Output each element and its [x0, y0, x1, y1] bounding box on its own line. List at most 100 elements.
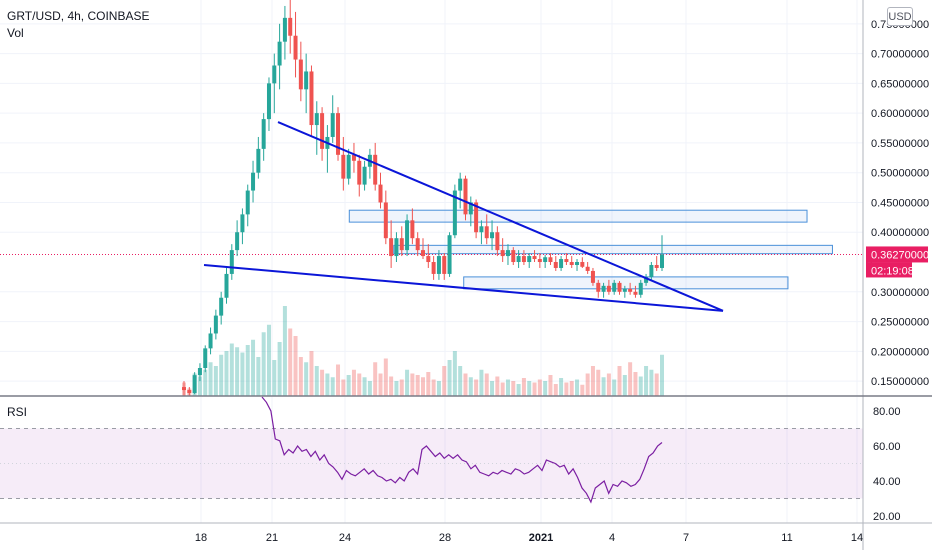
- candle-body: [373, 154, 378, 185]
- volume-bar: [612, 379, 617, 396]
- volume-bar: [474, 379, 479, 396]
- time-tick-label: 7: [683, 532, 689, 544]
- volume-bar: [548, 375, 553, 396]
- volume-bar: [389, 376, 394, 396]
- volume-bar: [346, 375, 351, 396]
- currency-button[interactable]: USD: [887, 7, 913, 26]
- rsi-series-line: [261, 396, 663, 504]
- trendlines[interactable]: [203, 121, 724, 312]
- price-tick-label: 0.15000000: [871, 376, 929, 388]
- candle-body: [590, 270, 595, 283]
- support-zone: [463, 276, 789, 290]
- volume-bar: [240, 352, 245, 396]
- candle-body: [585, 266, 590, 271]
- volume-bar: [606, 373, 611, 396]
- candle-body: [383, 202, 388, 239]
- volume-bar: [442, 366, 447, 396]
- candle-body: [644, 276, 649, 283]
- volume-bar: [251, 339, 256, 396]
- price-tick-label: 0.65000000: [871, 78, 929, 90]
- candle-body: [235, 232, 240, 251]
- candle-body: [553, 262, 558, 268]
- candle-body: [468, 202, 473, 215]
- candle-body: [516, 256, 521, 263]
- axis-labels: 0.750000000.700000000.650000000.60000000…: [195, 19, 929, 544]
- volume-bar: [309, 351, 314, 396]
- candle-body: [330, 113, 335, 137]
- volume-bar: [399, 379, 404, 396]
- volume-bar: [325, 373, 330, 396]
- candle-body: [442, 256, 447, 274]
- upper-trendline: [277, 121, 724, 312]
- candle-body: [389, 238, 394, 257]
- candle-body: [288, 17, 293, 36]
- volume-bar: [649, 369, 654, 396]
- volume-bar: [654, 373, 659, 396]
- volume-bar: [213, 366, 218, 396]
- countdown-tag: [866, 262, 912, 278]
- symbol-title[interactable]: GRT/USD, 4h, COINBASE: [7, 9, 150, 23]
- rsi-tick-label: 40.00: [873, 476, 901, 488]
- candle-body: [436, 256, 441, 274]
- candle-body: [336, 113, 341, 155]
- volume-bars: [182, 306, 664, 396]
- candle-body: [314, 113, 319, 126]
- candle-body: [479, 226, 484, 233]
- volume-bar: [516, 384, 521, 396]
- volume-bar: [421, 377, 425, 396]
- last-price-label: 0.36270000: [871, 249, 929, 261]
- volume-bar: [245, 345, 250, 396]
- candle-body: [463, 178, 468, 215]
- candle-body: [601, 285, 606, 292]
- candle-body: [633, 291, 638, 295]
- volume-bar: [426, 372, 431, 396]
- candle-body: [543, 257, 548, 263]
- candle-body: [505, 250, 510, 257]
- candle-body: [229, 250, 234, 274]
- rsi-tick-label: 60.00: [873, 441, 901, 453]
- candle-body: [612, 282, 617, 292]
- price-tick-label: 0.30000000: [871, 287, 929, 299]
- volume-bar: [288, 328, 293, 396]
- volume-bar: [330, 377, 335, 396]
- gridlines: [0, 0, 863, 523]
- candle-body: [575, 262, 580, 265]
- volume-bar: [224, 351, 229, 396]
- volume-bar: [590, 366, 595, 396]
- volume-bar: [266, 324, 271, 396]
- volume-bar: [415, 375, 420, 396]
- candle-body: [495, 232, 500, 251]
- time-tick-label: 21: [266, 532, 278, 544]
- volume-bar: [633, 372, 638, 396]
- candle-body: [341, 154, 346, 179]
- candle-body: [192, 375, 197, 394]
- volume-bar: [431, 379, 436, 396]
- volume-bar: [277, 342, 282, 396]
- candle-body: [224, 273, 229, 298]
- rsi-line: [261, 396, 663, 504]
- candle-body: [357, 160, 362, 185]
- price-tick-label: 0.20000000: [871, 346, 929, 358]
- volume-bar: [622, 375, 627, 396]
- volume-bar: [447, 360, 452, 396]
- time-tick-label: 24: [339, 532, 351, 544]
- volume-bar: [357, 373, 362, 396]
- volume-bar: [341, 379, 346, 396]
- volume-bar: [490, 381, 495, 396]
- candle-body: [596, 282, 601, 292]
- candle-body: [431, 262, 436, 274]
- candle-body: [622, 288, 627, 292]
- volume-label: Vol: [7, 26, 24, 40]
- candle-body: [617, 282, 622, 292]
- volume-bar: [500, 382, 505, 396]
- volume-bar: [197, 376, 202, 396]
- volume-bar: [553, 384, 558, 396]
- candle-body: [564, 259, 569, 263]
- candle-body: [521, 256, 526, 263]
- candle-body: [187, 390, 192, 394]
- zones[interactable]: [0, 209, 863, 290]
- lower-trendline: [203, 263, 724, 312]
- candle-body: [532, 256, 537, 260]
